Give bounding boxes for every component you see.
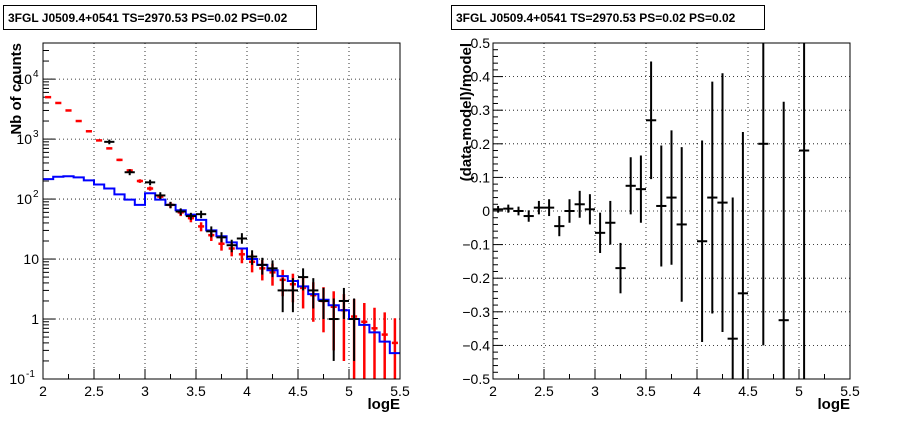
right-x-tick-label: 3 xyxy=(591,383,599,399)
left-y-tick-exponent: 4 xyxy=(33,69,39,80)
left-x-tick-label: 3 xyxy=(141,383,149,399)
left-x-tick-label: 4 xyxy=(243,383,251,399)
right-y-tick-label: 0.1 xyxy=(471,169,491,185)
left-panel: 3FGL J0509.4+0541 TS=2970.53 PS=0.02 PS=… xyxy=(3,5,410,413)
left-x-tick-label: 5.5 xyxy=(390,383,410,399)
right-series xyxy=(493,43,810,379)
left-y-tick-label: 10 xyxy=(16,131,32,147)
left-grid xyxy=(43,43,400,379)
left-y-tick-label: 1 xyxy=(31,311,39,327)
right-x-tick-label: 5.5 xyxy=(840,383,860,399)
left-y-tick-label: 10 xyxy=(16,71,32,87)
right-panel: 3FGL J0509.4+0541 TS=2970.53 PS=0.02 PS=… xyxy=(451,5,860,413)
right-x-tick-label: 5 xyxy=(795,383,803,399)
right-x-tick-label: 3.5 xyxy=(636,383,656,399)
left-axis-ticks xyxy=(42,49,401,380)
right-y-axis-title: (data-model)/model xyxy=(458,43,475,181)
right-y-tick-label: 0.5 xyxy=(471,35,491,51)
right-y-tick-label: −0.3 xyxy=(462,304,490,320)
left-chart-title: 3FGL J0509.4+0541 TS=2970.53 PS=0.02 PS=… xyxy=(8,11,288,25)
left-y-tick-exponent: 2 xyxy=(33,189,39,200)
left-series xyxy=(43,95,400,379)
right-y-tick-label: 0.4 xyxy=(471,69,491,85)
left-y-tick-label: 10 xyxy=(9,371,25,387)
left-x-tick-label: 3.5 xyxy=(186,383,206,399)
right-x-tick-label: 4.5 xyxy=(738,383,758,399)
right-plot-frame xyxy=(492,42,851,380)
right-y-tick-label: −0.4 xyxy=(462,337,490,353)
right-title-box xyxy=(451,5,765,30)
right-y-tick-label: 0.2 xyxy=(471,136,491,152)
left-y-tick-label: 10 xyxy=(23,251,39,267)
right-x-tick-label: 2.5 xyxy=(534,383,554,399)
right-x-tick-label: 4 xyxy=(693,383,701,399)
right-chart-title: 3FGL J0509.4+0541 TS=2970.53 PS=0.02 PS=… xyxy=(456,11,736,25)
right-y-tick-label: −0.2 xyxy=(462,270,490,286)
left-y-tick-exponent: 3 xyxy=(33,129,39,140)
left-x-tick-label: 2 xyxy=(39,383,47,399)
right-tick-labels: 2 2.5 3 3.5 4 4.5 5 5.5 −0.5 −0.4 −0.3 −0.2 −0.1 0 0.1… xyxy=(462,35,860,399)
left-title-box xyxy=(3,5,317,30)
right-y-tick-label: 0.3 xyxy=(471,102,491,118)
left-x-axis-title: logE xyxy=(368,396,401,413)
left-y-axis-title: Nb of counts xyxy=(8,43,25,135)
model-step-line xyxy=(43,175,400,355)
right-x-tick-label: 2 xyxy=(489,383,497,399)
right-y-tick-label: −0.5 xyxy=(462,371,490,387)
right-y-tick-label: 0 xyxy=(482,203,490,219)
left-y-tick-label: 10 xyxy=(16,191,32,207)
right-y-tick-label: −0.1 xyxy=(462,237,490,253)
right-grid xyxy=(493,43,850,379)
left-x-tick-label: 2.5 xyxy=(84,383,104,399)
left-x-tick-label: 5 xyxy=(345,383,353,399)
right-axis-ticks xyxy=(492,42,851,380)
left-x-tick-label: 4.5 xyxy=(288,383,308,399)
right-x-axis-title: logE xyxy=(818,396,851,413)
left-plot-frame xyxy=(42,42,401,380)
left-y-tick-exponent: -1 xyxy=(26,369,35,380)
